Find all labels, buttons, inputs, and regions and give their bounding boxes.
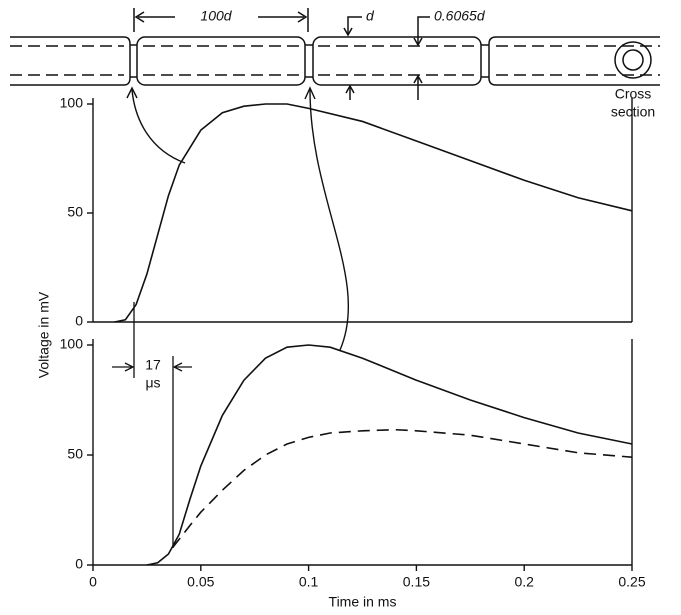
x-tick-label: 0.25 — [618, 574, 645, 590]
cross-section-label: section — [611, 104, 655, 120]
x-tick-label: 0.2 — [514, 574, 534, 590]
outer-diameter-label: d — [366, 8, 375, 24]
y-axis-label: Voltage in mV — [36, 291, 52, 378]
cross-section-label: Cross — [615, 86, 652, 102]
voltage-line — [114, 103, 633, 323]
y-tick-label: 100 — [60, 336, 84, 352]
x-tick-label: 0.1 — [299, 574, 319, 590]
delay-label: 17 — [145, 357, 161, 373]
x-tick-label: 0.05 — [187, 574, 214, 590]
internode-label: 100d — [200, 8, 232, 24]
delay-marker — [112, 302, 192, 548]
x-tick-label: 0 — [89, 574, 97, 590]
delay-unit: μs — [145, 375, 160, 391]
x-tick-label: 0.15 — [403, 574, 430, 590]
axon-diagram — [10, 8, 660, 100]
y-tick-label: 50 — [67, 446, 83, 462]
inner-diameter-label: 0.6065d — [434, 8, 486, 24]
y-tick-label: 50 — [67, 204, 83, 220]
y-tick-label: 0 — [75, 313, 83, 329]
voltage-line — [146, 344, 633, 566]
y-tick-label: 100 — [60, 95, 84, 111]
voltage-line — [172, 428, 633, 548]
y-tick-label: 0 — [75, 556, 83, 572]
x-axis-label: Time in ms — [329, 594, 397, 610]
pointer-arrows — [126, 86, 349, 351]
